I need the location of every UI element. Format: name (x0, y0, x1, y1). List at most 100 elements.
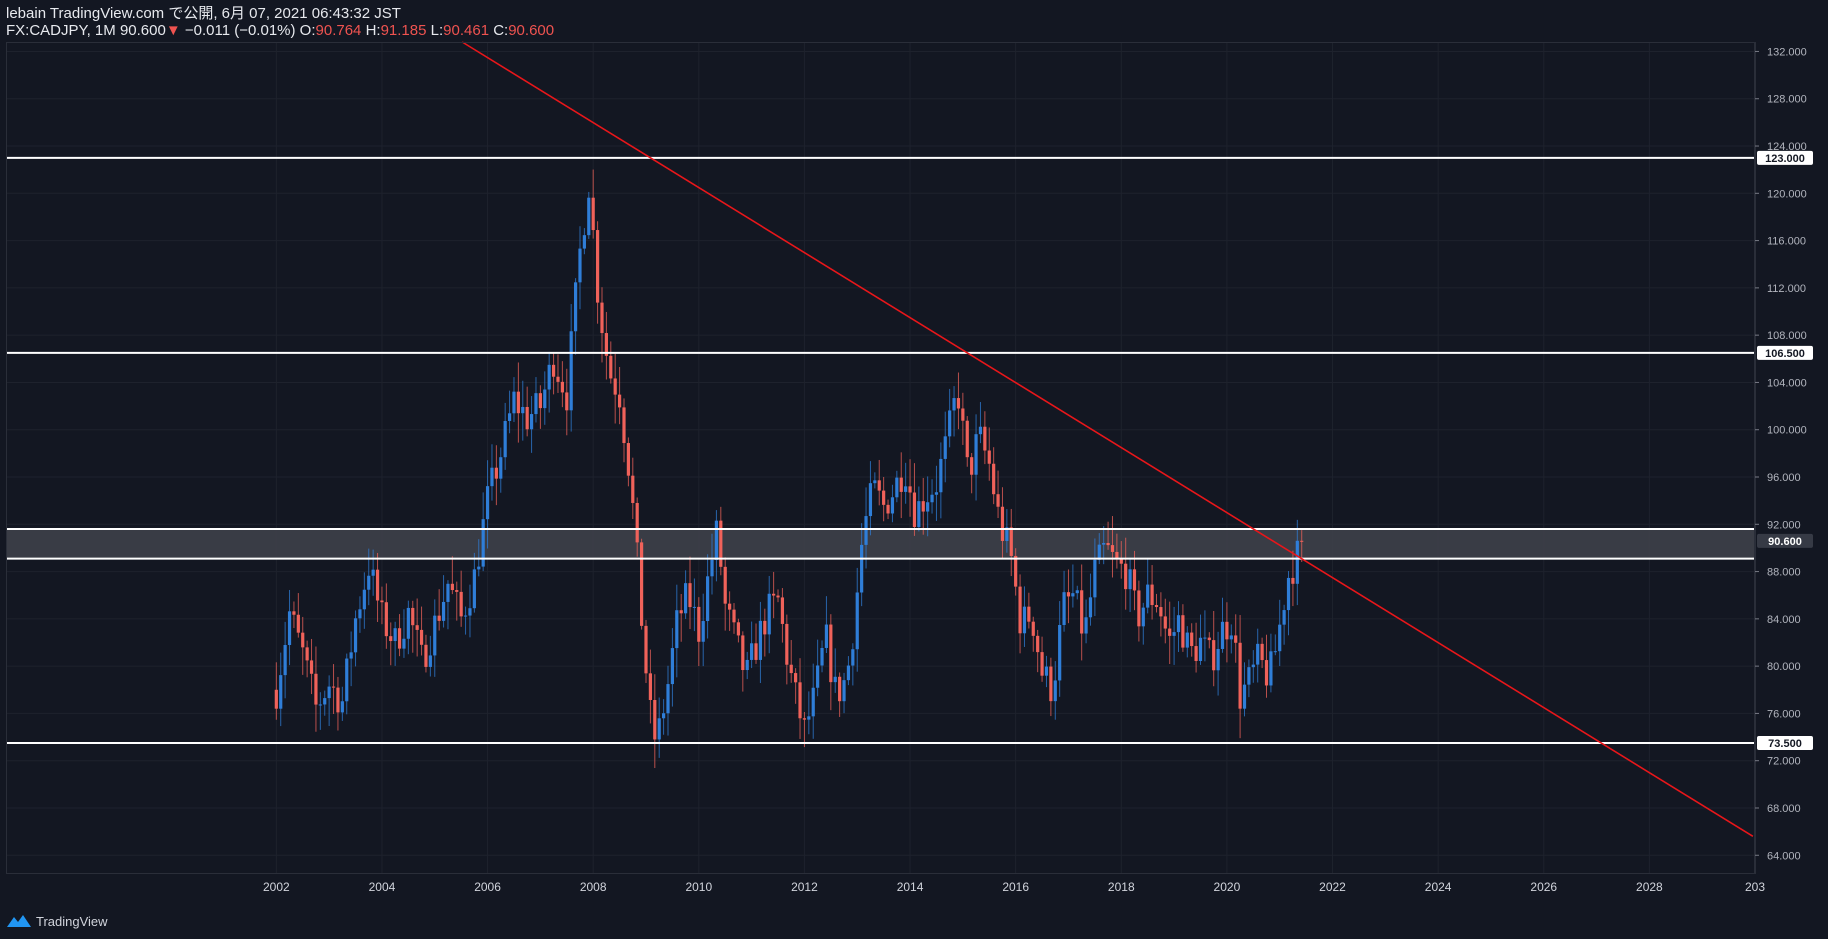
candle-body (1260, 643, 1264, 661)
candle-body (908, 486, 912, 493)
candle-body (1132, 569, 1137, 591)
candle-body (917, 501, 921, 528)
time-axis[interactable]: 2002 2004 2006 2008 2010 2012 2014 2016 2018 2020… (263, 880, 1765, 894)
candle-body (798, 682, 802, 719)
candle-body (943, 436, 947, 459)
time-tick-label: 2008 (580, 880, 607, 894)
grid (7, 42, 1756, 873)
price-tick-label: 100.000 (1767, 425, 1807, 437)
high-value: 91.185 (380, 22, 427, 39)
candle-body (296, 614, 300, 633)
candle-body (1110, 545, 1115, 552)
candle-body (1071, 593, 1075, 597)
price-tick-label: 132.000 (1767, 46, 1807, 58)
time-tick-label: 2028 (1636, 880, 1663, 894)
open-value: 90.764 (315, 22, 362, 39)
trendline[interactable] (461, 41, 1754, 838)
candle-body (1027, 606, 1031, 622)
price-axis[interactable]: 64.000 68.000 72.000 76.000 80.000 84.000 88.0… (1755, 46, 1807, 862)
footer-brand[interactable]: TradingView (6, 911, 108, 931)
candle-body (719, 520, 723, 567)
candle-body (406, 607, 410, 639)
candle-body (714, 520, 719, 560)
candle-body (441, 601, 446, 621)
candle-body (688, 583, 692, 608)
candle-body (1172, 632, 1176, 636)
last-price-label: 90.600 (1768, 536, 1802, 548)
close-label: C: (493, 22, 509, 39)
symbol-interval[interactable]: FX:CADJPY, 1M (6, 22, 116, 39)
candle-body (1009, 527, 1013, 556)
candle-body (732, 609, 736, 623)
candle-body (1097, 544, 1101, 560)
candle-body (662, 713, 666, 719)
candle-body (1256, 643, 1260, 665)
candle-body (397, 628, 402, 649)
candle-body (582, 235, 586, 249)
candle-body (1269, 651, 1273, 686)
chart-publish-info: lebain TradingView.com で公開, 6月 07, 2021 … (6, 5, 401, 22)
candle-body (1058, 625, 1062, 681)
candle-body (1093, 559, 1097, 598)
candle-body (1080, 590, 1084, 634)
candle-body (1040, 652, 1044, 676)
candle-body (1053, 680, 1057, 702)
candle-body (644, 625, 648, 674)
candle-body (639, 542, 644, 626)
candle-body (292, 611, 296, 615)
chart-frame (6, 42, 1755, 874)
candle-body (939, 458, 943, 493)
candle-body (1234, 635, 1238, 643)
candle-body (499, 457, 503, 479)
candle-body (573, 282, 578, 332)
candle-body (353, 618, 358, 653)
candle-body (926, 502, 930, 512)
candle-body (543, 389, 547, 409)
candle-body (1062, 592, 1066, 626)
candle-body (393, 628, 397, 642)
candle-body (305, 647, 309, 661)
candle-body (1286, 577, 1291, 611)
candle-body (965, 420, 969, 458)
candle-body (538, 393, 542, 409)
candle-body (956, 398, 961, 409)
candle-body (516, 391, 520, 414)
time-tick-label: 2020 (1214, 880, 1241, 894)
candle-body (631, 475, 635, 503)
candle-body (565, 392, 569, 411)
candle-body (1300, 540, 1304, 542)
candle-body (349, 652, 353, 659)
candle-body (794, 673, 798, 683)
candle-body (595, 230, 600, 303)
candle-body (1159, 607, 1163, 617)
candle-body (758, 620, 763, 660)
time-tick-label: 2016 (1002, 880, 1029, 894)
price-tick-label: 116.000 (1767, 236, 1806, 248)
candle-body (1282, 610, 1286, 625)
price-tick-label: 124.000 (1767, 141, 1807, 153)
candle-body (741, 635, 745, 671)
candle-body (367, 575, 371, 590)
candle-body (331, 686, 336, 688)
candle-body (1150, 584, 1154, 606)
price-tick-label: 108.000 (1767, 330, 1807, 342)
candle-body (666, 684, 670, 714)
candle-body (829, 624, 833, 683)
horizontal-levels[interactable] (7, 156, 1755, 744)
candle-body (670, 648, 675, 685)
candle-body (529, 414, 534, 430)
candle-body (1115, 551, 1119, 560)
candle-body (512, 391, 516, 414)
candle-body (525, 406, 529, 430)
price-tick-label: 76.000 (1767, 708, 1801, 720)
candle-body (1088, 597, 1093, 618)
candle-body (1084, 617, 1088, 634)
candle-body (1075, 590, 1079, 594)
candle-body (556, 376, 560, 382)
candle-body (789, 664, 793, 674)
candle-body (864, 516, 868, 545)
candle-body (283, 645, 287, 676)
candle-body (600, 302, 604, 334)
low-label: L: (430, 22, 444, 39)
